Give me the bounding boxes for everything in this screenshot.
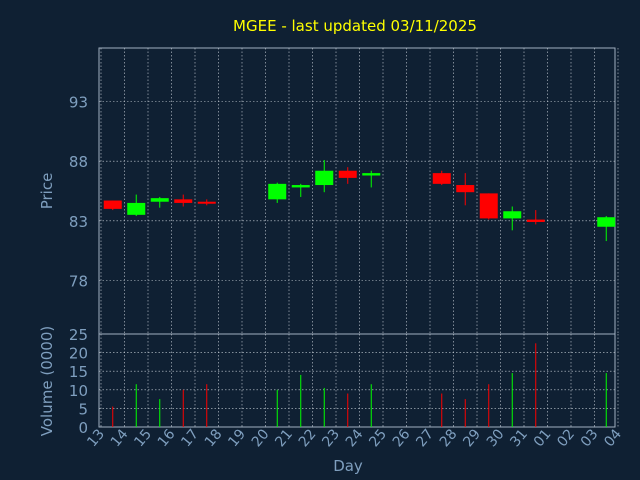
candle-body — [315, 170, 334, 186]
price-tick-label: 78 — [69, 272, 88, 290]
x-tick-label: 17 — [178, 426, 202, 450]
x-tick-label: 23 — [319, 426, 343, 450]
candle-body — [103, 200, 122, 209]
x-tick-label: 01 — [531, 426, 555, 450]
candle-body — [597, 217, 616, 227]
price-panel: 78 83 88 93 — [69, 47, 619, 335]
x-tick-label: 19 — [225, 426, 249, 450]
x-ticks: 13 14 15 16 17 18 19 20 21 22 23 24 25 26 27 28 29 30 31 01… — [84, 426, 625, 450]
volume-tick-label: 15 — [69, 363, 88, 381]
x-tick-label: 28 — [437, 426, 461, 450]
x-tick-label: 03 — [578, 426, 602, 450]
candle-body — [456, 185, 475, 193]
chart-title: MGEE - last updated 03/11/2025 — [233, 17, 477, 35]
x-tick-label: 25 — [366, 426, 390, 450]
x-tick-label: 21 — [272, 426, 296, 450]
price-grid — [99, 48, 619, 334]
x-tick-label: 26 — [390, 426, 414, 450]
candle-body — [150, 198, 169, 202]
x-tick-label: 29 — [460, 426, 484, 450]
x-tick-label: 14 — [108, 426, 132, 450]
volume-grid — [99, 334, 619, 427]
candle-body — [526, 219, 545, 222]
price-y-ticks: 78 83 88 93 — [69, 94, 88, 291]
x-tick-label: 18 — [202, 426, 226, 450]
x-tick-label: 02 — [554, 426, 578, 450]
candle-body — [362, 173, 381, 176]
candle-body — [432, 173, 451, 184]
x-tick-label: 30 — [484, 426, 508, 450]
x-tick-label: 27 — [413, 426, 437, 450]
x-tick-label: 20 — [249, 426, 273, 450]
candle-body — [174, 199, 193, 203]
x-tick-label: 16 — [155, 426, 179, 450]
candle-body — [291, 185, 310, 188]
price-tick-label: 83 — [69, 213, 88, 231]
x-tick-label: 15 — [131, 426, 155, 450]
x-tick-label: 24 — [343, 426, 367, 450]
x-tick-label: 04 — [601, 426, 625, 450]
candle-body — [197, 201, 216, 204]
candle-body — [127, 202, 146, 215]
candles — [103, 160, 616, 242]
price-tick-label: 93 — [69, 94, 88, 112]
candle-body — [268, 183, 287, 200]
volume-panel-frame — [98, 333, 616, 428]
volume-axis-label: Volume (0000) — [38, 326, 56, 436]
volume-tick-label: 5 — [78, 400, 88, 418]
volume-tick-label: 0 — [78, 419, 88, 437]
x-axis-label: Day — [333, 457, 363, 475]
candle-body — [338, 170, 357, 178]
volume-tick-label: 20 — [69, 345, 88, 363]
price-tick-label: 88 — [69, 153, 88, 171]
price-panel-frame — [98, 47, 616, 335]
x-tick-label: 31 — [507, 426, 531, 450]
volume-tick-label: 10 — [69, 382, 88, 400]
volume-bars — [112, 343, 607, 427]
x-tick-label: 22 — [296, 426, 320, 450]
volume-tick-label: 25 — [69, 326, 88, 344]
price-axis-label: Price — [38, 173, 56, 210]
candle-body — [479, 193, 498, 219]
candle-body — [503, 211, 522, 219]
